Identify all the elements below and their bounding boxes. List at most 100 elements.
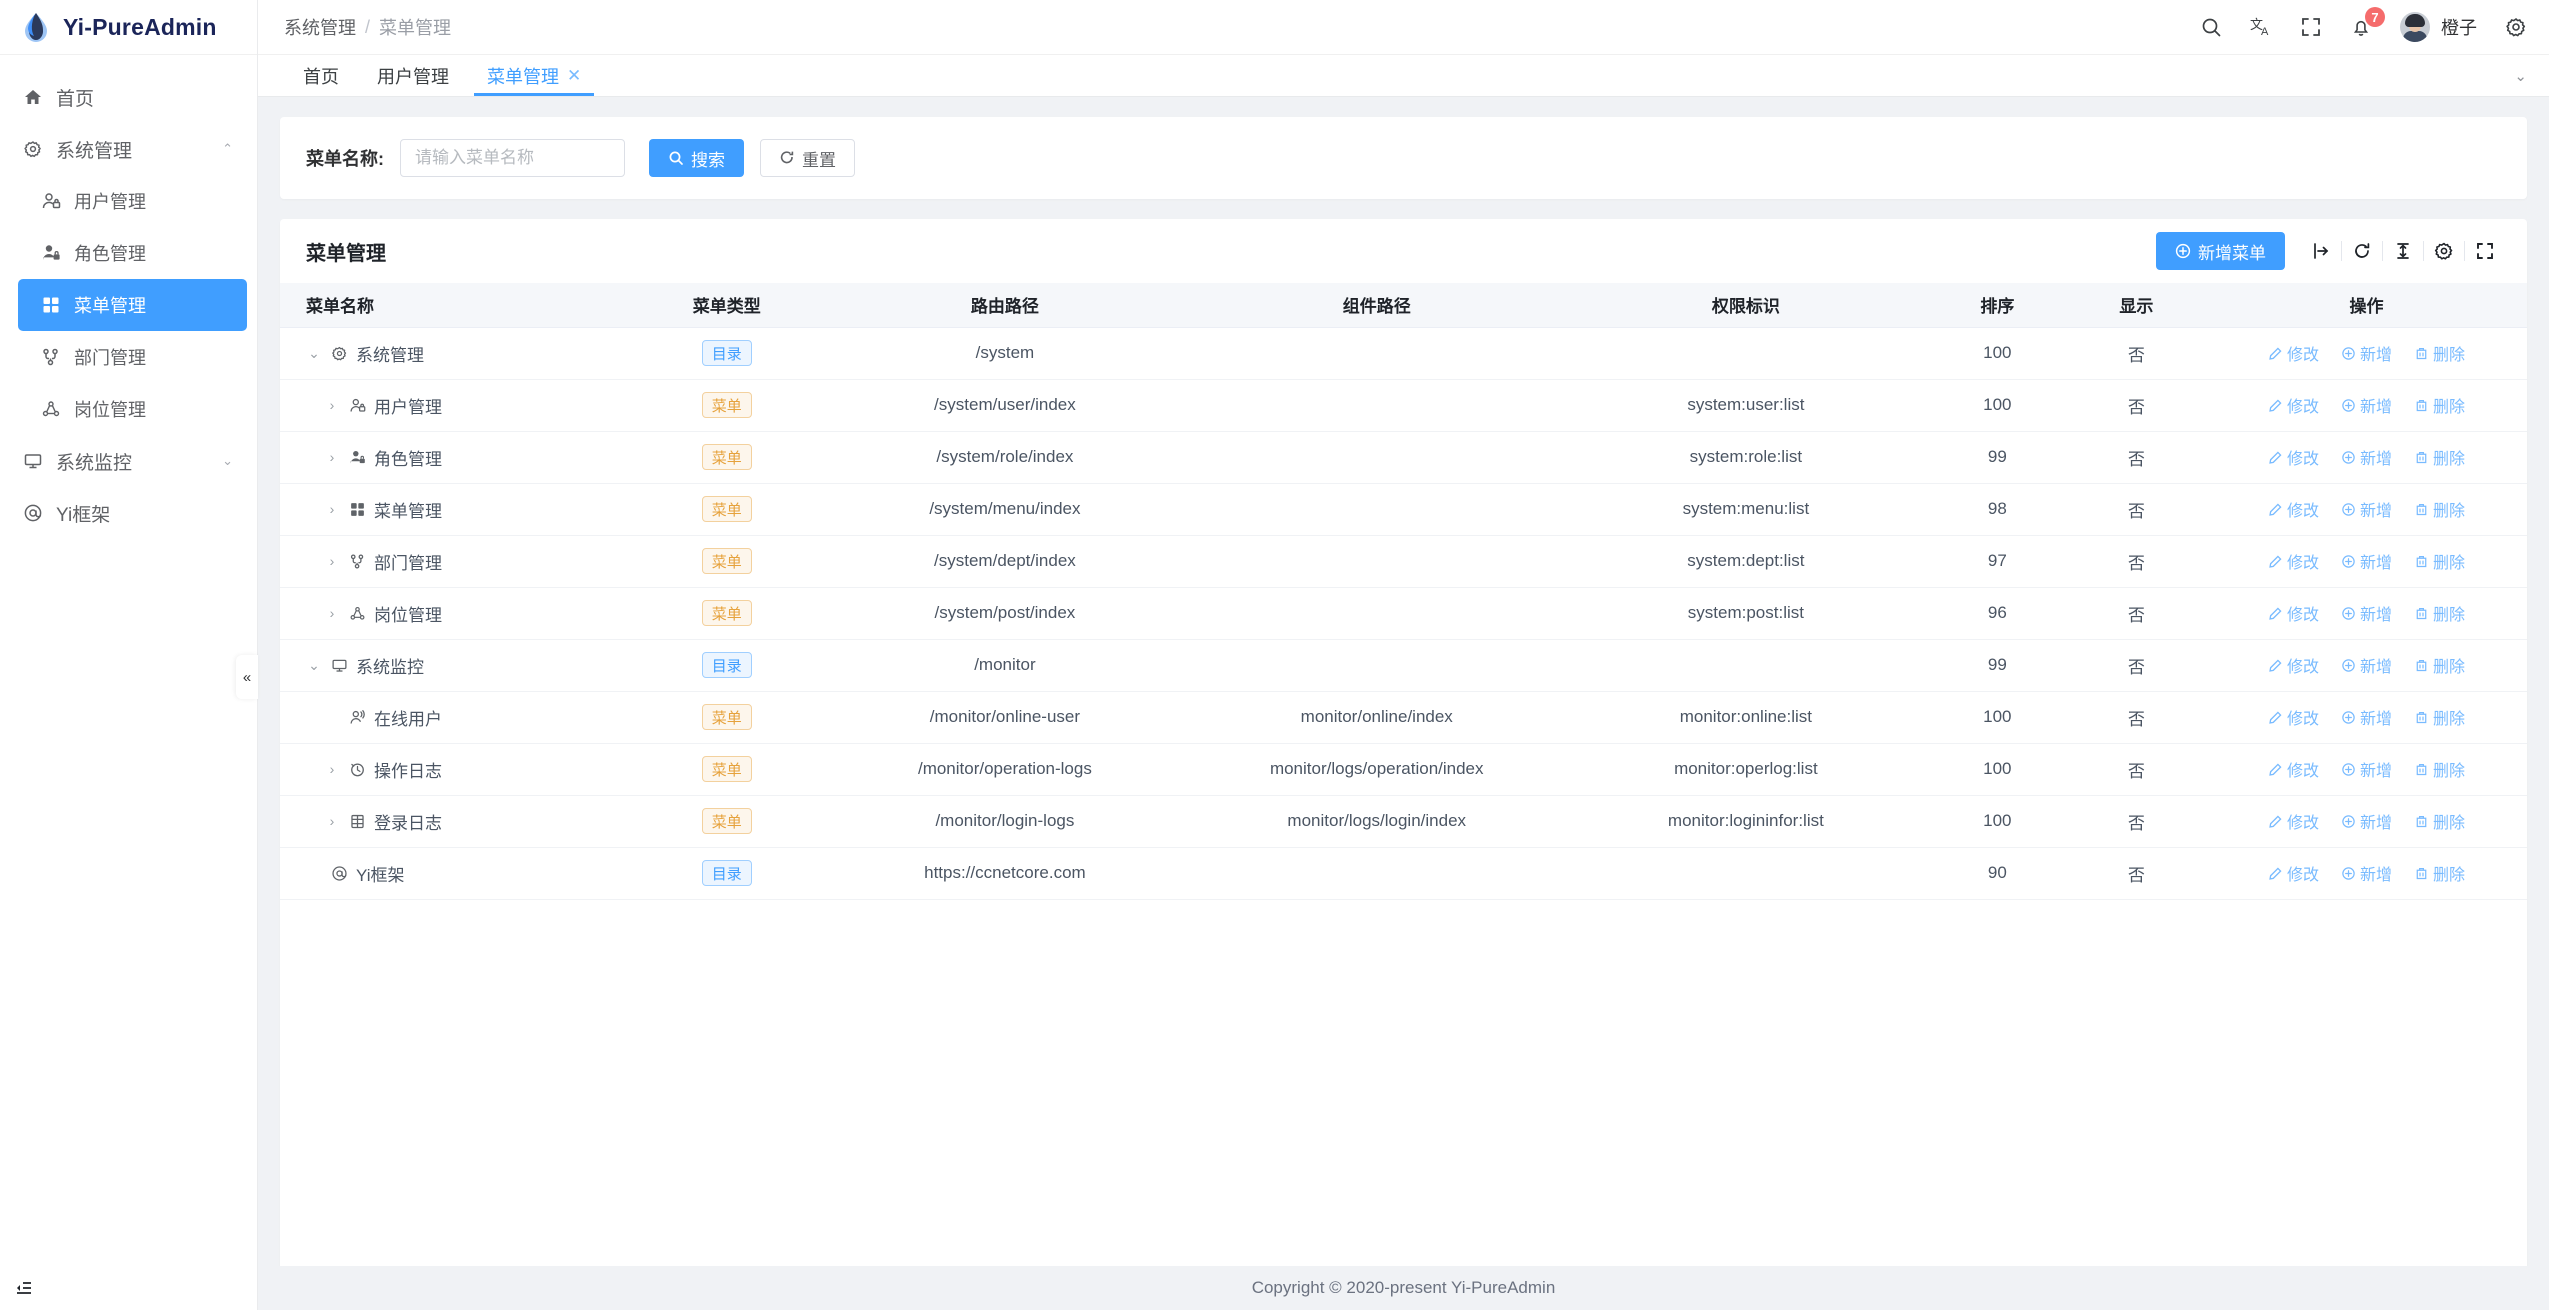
density-icon[interactable]: [2383, 232, 2423, 270]
chevron-right-icon[interactable]: ›: [329, 397, 335, 413]
sidebar-item-5[interactable]: 菜单管理: [18, 279, 247, 331]
table-row[interactable]: › 用户管理 菜单/system/user/index system:user:lis…: [280, 379, 2527, 432]
chevron-down-icon[interactable]: ⌄: [308, 344, 320, 361]
add-label: 新增: [2359, 503, 2392, 520]
sidebar-item-7[interactable]: 岗位管理: [0, 383, 257, 435]
edit-button[interactable]: 修改: [2268, 601, 2319, 625]
cell-sort: 97: [1927, 535, 2067, 588]
plus-circle-icon: [2342, 346, 2355, 360]
translate-icon[interactable]: 文 A: [2250, 16, 2272, 38]
delete-button[interactable]: 删除: [2414, 341, 2465, 365]
cell-component-path: monitor/logs/login/index: [1189, 795, 1564, 848]
sidebar-item-3[interactable]: 用户管理: [0, 175, 257, 227]
delete-button[interactable]: 删除: [2414, 393, 2465, 417]
search-icon[interactable]: [2200, 16, 2222, 38]
type-tag: 菜单: [701, 392, 752, 418]
sidebar-item-4[interactable]: 角色管理: [0, 227, 257, 279]
add-button[interactable]: 新增: [2341, 653, 2392, 677]
add-button[interactable]: 新增: [2341, 393, 2392, 417]
table-row[interactable]: › 操作日志 菜单/monitor/operation-logs monitor/lo…: [280, 743, 2527, 796]
tab-label: 首页: [303, 66, 339, 87]
sidebar-item-8[interactable]: 系统监控 ⌄: [0, 435, 257, 487]
menu-fold-icon[interactable]: [14, 1278, 34, 1298]
delete-button[interactable]: 删除: [2414, 445, 2465, 469]
table-row[interactable]: ⌄ 系统管理 目录/system 100 否 修改 新增 删除: [280, 327, 2527, 380]
add-button[interactable]: 新增: [2341, 809, 2392, 833]
delete-button[interactable]: 删除: [2414, 497, 2465, 521]
add-button[interactable]: 新增: [2341, 341, 2392, 365]
chevron-right-icon[interactable]: ›: [329, 605, 335, 621]
table-row[interactable]: › 部门管理 菜单/system/dept/index system:dept:lis…: [280, 535, 2527, 588]
plus-circle-icon: [2342, 814, 2355, 828]
add-button[interactable]: 新增: [2341, 497, 2392, 521]
table-row[interactable]: › 菜单管理 菜单/system/menu/index system:menu:lis…: [280, 483, 2527, 536]
edit-button[interactable]: 修改: [2268, 653, 2319, 677]
sidebar-item-9[interactable]: Yi框架: [0, 487, 257, 539]
cell-menu-type: 目录: [633, 847, 821, 900]
tree-icon: [347, 553, 367, 570]
expand-all-icon[interactable]: [2301, 232, 2341, 270]
bell-icon[interactable]: 7: [2350, 7, 2385, 38]
delete-button[interactable]: 删除: [2414, 549, 2465, 573]
refresh-icon[interactable]: [2342, 232, 2382, 270]
delete-button[interactable]: 删除: [2414, 705, 2465, 729]
search-panel: 菜单名称: 搜索 重置: [280, 117, 2527, 199]
delete-button[interactable]: 删除: [2414, 601, 2465, 625]
table-row[interactable]: › 登录日志 菜单/monitor/login-logs monitor/logs/l…: [280, 795, 2527, 848]
trash-icon: [2416, 503, 2427, 515]
chevron-right-icon[interactable]: ›: [329, 761, 335, 777]
trash-icon: [2416, 867, 2427, 879]
close-icon[interactable]: ✕: [567, 65, 582, 85]
edit-button[interactable]: 修改: [2268, 549, 2319, 573]
table-row[interactable]: › 岗位管理 菜单/system/post/index system:post:lis…: [280, 587, 2527, 640]
logo-row[interactable]: Yi-PureAdmin: [0, 0, 257, 55]
fullscreen-icon[interactable]: [2465, 232, 2505, 270]
edit-button[interactable]: 修改: [2268, 341, 2319, 365]
breadcrumb-parent[interactable]: 系统管理: [284, 18, 356, 38]
add-menu-button[interactable]: 新增菜单: [2156, 232, 2285, 270]
delete-button[interactable]: 删除: [2414, 757, 2465, 781]
delete-button[interactable]: 删除: [2414, 861, 2465, 885]
search-button[interactable]: 搜索: [649, 139, 744, 177]
user-menu[interactable]: 橙子: [2400, 12, 2477, 42]
chevron-down-icon[interactable]: ⌄: [308, 656, 320, 673]
add-button[interactable]: 新增: [2341, 861, 2392, 885]
add-button[interactable]: 新增: [2341, 549, 2392, 573]
table-row[interactable]: Yi框架 目录 https://ccnetcore.com 90 否 修改 新增 删除: [280, 847, 2527, 900]
table-row[interactable]: 在线用户 菜单/monitor/online-user monitor/online…: [280, 691, 2527, 744]
tab-overflow-chevron-down-icon[interactable]: ⌄: [2514, 67, 2527, 85]
edit-button[interactable]: 修改: [2268, 445, 2319, 469]
edit-button[interactable]: 修改: [2268, 757, 2319, 781]
chevron-right-icon[interactable]: ›: [329, 553, 335, 569]
add-button[interactable]: 新增: [2341, 705, 2392, 729]
add-button[interactable]: 新增: [2341, 445, 2392, 469]
sidebar-item-6[interactable]: 部门管理: [0, 331, 257, 383]
fullscreen-icon[interactable]: [2300, 16, 2322, 38]
chevron-right-icon[interactable]: ›: [329, 449, 335, 465]
edit-button[interactable]: 修改: [2268, 809, 2319, 833]
sidebar-item-1[interactable]: 首页: [0, 71, 257, 123]
edit-button[interactable]: 修改: [2268, 861, 2319, 885]
table-row[interactable]: › 角色管理 菜单/system/role/index system:role:lis…: [280, 431, 2527, 484]
delete-button[interactable]: 删除: [2414, 809, 2465, 833]
search-input[interactable]: [400, 139, 625, 177]
gear-icon[interactable]: [2505, 16, 2527, 38]
edit-button[interactable]: 修改: [2268, 497, 2319, 521]
tab-2[interactable]: 用户管理: [358, 55, 468, 96]
delete-button[interactable]: 删除: [2414, 653, 2465, 677]
sidebar-collapse-handle[interactable]: «: [236, 655, 258, 699]
tab-3[interactable]: 菜单管理 ✕: [468, 55, 600, 96]
chevron-right-icon[interactable]: ›: [329, 813, 335, 829]
table-row[interactable]: ⌄ 系统监控 目录/monitor 99 否 修改 新增 删除: [280, 639, 2527, 692]
cell-visible: 否: [2066, 691, 2206, 744]
edit-button[interactable]: 修改: [2268, 705, 2319, 729]
sidebar-item-2[interactable]: 系统管理 ⌃: [0, 123, 257, 175]
add-button[interactable]: 新增: [2341, 601, 2392, 625]
reset-button[interactable]: 重置: [760, 139, 855, 177]
cell-visible: 否: [2066, 379, 2206, 432]
edit-button[interactable]: 修改: [2268, 393, 2319, 417]
column-settings-icon[interactable]: [2424, 232, 2464, 270]
add-button[interactable]: 新增: [2341, 757, 2392, 781]
tab-1[interactable]: 首页: [284, 55, 358, 96]
chevron-right-icon[interactable]: ›: [329, 501, 335, 517]
